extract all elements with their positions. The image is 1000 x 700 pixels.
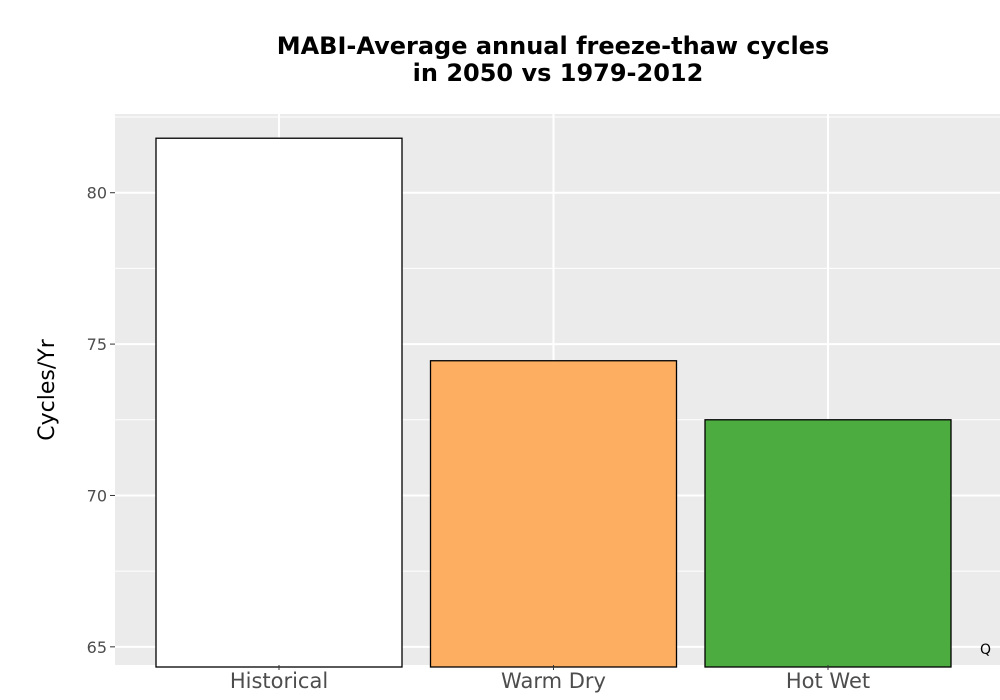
y-axis-title: Cycles/Yr (35, 338, 60, 440)
x-axis: Historical Warm Dry Hot Wet (230, 665, 870, 693)
bar-warm-dry (429, 360, 678, 668)
chart-title-line-1: MABI-Average annual freeze-thaw cycles (277, 32, 830, 60)
corner-mark: Q (980, 642, 991, 658)
y-tick-label: 75 (87, 335, 107, 354)
y-tick-label: 80 (87, 184, 107, 203)
x-tick-label: Hot Wet (786, 669, 870, 693)
y-axis: 65 70 75 80 (87, 184, 115, 657)
x-tick-label: Warm Dry (501, 669, 606, 693)
chart-title-line-2: in 2050 vs 1979-2012 (413, 59, 704, 87)
x-tick-label: Historical (230, 669, 328, 693)
bar-hot-wet (704, 419, 952, 668)
y-tick-label: 70 (87, 486, 107, 505)
bars (155, 137, 952, 668)
y-tick-label: 65 (87, 638, 107, 657)
bar-historical (155, 137, 403, 668)
